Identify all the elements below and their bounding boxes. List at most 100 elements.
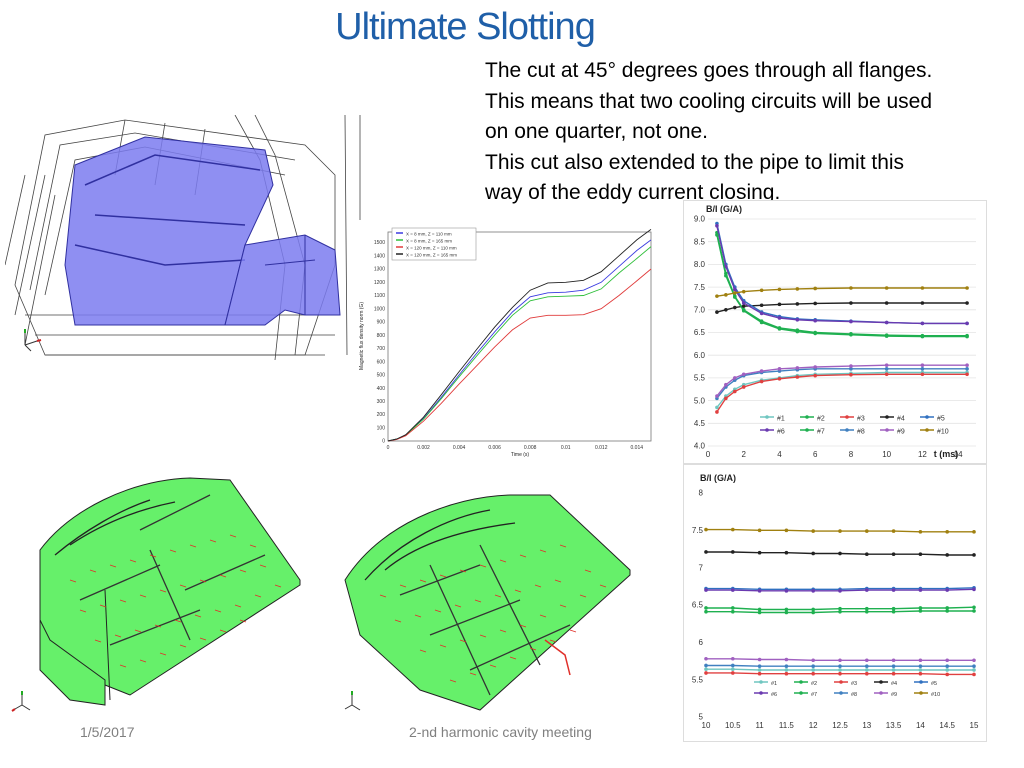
data-point bbox=[731, 656, 735, 661]
data-point bbox=[891, 658, 896, 663]
data-point bbox=[784, 550, 789, 555]
x-tick-label: 10 bbox=[882, 450, 891, 459]
data-point bbox=[918, 671, 923, 676]
y-tick-label: 1300 bbox=[374, 267, 385, 273]
data-point bbox=[865, 588, 869, 592]
data-point bbox=[784, 528, 789, 533]
bi-zoom-chart: 10 10.5 11 11.5 12 12.5 13 13.5 14 14.5 15 5 5.5 6 6.5… bbox=[683, 464, 987, 742]
data-point bbox=[972, 553, 976, 557]
legend-label: #5 bbox=[937, 415, 945, 422]
data-point bbox=[784, 671, 789, 676]
data-point bbox=[715, 310, 719, 314]
legend-marker bbox=[805, 428, 809, 432]
legend-label: #2 bbox=[811, 681, 817, 687]
data-point bbox=[757, 657, 762, 662]
legend-marker bbox=[845, 428, 849, 432]
x-tick-label: 14 bbox=[954, 450, 963, 459]
data-point bbox=[777, 377, 782, 381]
x-tick-label: 12 bbox=[918, 450, 927, 459]
field-arrows bbox=[379, 544, 607, 683]
x-tick-label: 0.006 bbox=[488, 445, 501, 451]
data-point bbox=[849, 372, 853, 377]
data-point bbox=[731, 527, 735, 532]
x-tick-label: 4 bbox=[777, 450, 782, 459]
data-point bbox=[920, 372, 925, 377]
y-tick-label: 8 bbox=[699, 489, 704, 498]
data-point bbox=[733, 291, 737, 295]
data-point bbox=[704, 656, 708, 661]
x-tick-label: 2 bbox=[742, 450, 747, 459]
x-tick-label: 12.5 bbox=[832, 721, 848, 730]
data-point bbox=[849, 364, 853, 368]
data-point bbox=[838, 664, 842, 669]
data-point bbox=[777, 302, 782, 307]
legend-label: #4 bbox=[897, 415, 905, 422]
data-point bbox=[733, 389, 737, 394]
x-tick-label: 0.008 bbox=[524, 445, 537, 451]
data-point bbox=[731, 667, 735, 672]
x-tick-label: 0.012 bbox=[595, 445, 608, 451]
data-point bbox=[759, 303, 764, 308]
data-point bbox=[759, 311, 764, 316]
body-line: way of the eddy current closing. bbox=[485, 181, 781, 204]
data-point bbox=[945, 672, 949, 677]
legend-label: #10 bbox=[931, 692, 940, 698]
x-tick-label: 10 bbox=[702, 721, 711, 730]
data-point bbox=[920, 286, 925, 290]
data-point bbox=[920, 367, 925, 371]
x-tick-label: 0 bbox=[387, 445, 390, 451]
series-line-x8mmz165mm bbox=[387, 246, 652, 442]
data-point bbox=[918, 664, 923, 669]
data-point bbox=[891, 664, 896, 669]
y-tick-label: 5 bbox=[699, 713, 704, 722]
data-point bbox=[731, 550, 735, 554]
data-point bbox=[811, 551, 815, 556]
data-point bbox=[784, 657, 789, 662]
data-point bbox=[891, 609, 896, 614]
data-point bbox=[795, 287, 800, 291]
data-point bbox=[741, 308, 746, 313]
data-point bbox=[757, 671, 762, 676]
legend-marker bbox=[885, 428, 889, 432]
data-point bbox=[724, 396, 728, 401]
y-tick-label: 800 bbox=[377, 333, 386, 339]
data-point bbox=[741, 385, 746, 389]
data-point bbox=[811, 610, 815, 615]
legend-marker bbox=[839, 680, 843, 684]
plot-frame bbox=[387, 231, 652, 442]
legend-marker bbox=[919, 680, 923, 684]
series-line-8 bbox=[716, 368, 968, 399]
data-point bbox=[920, 334, 925, 339]
data-point bbox=[757, 664, 762, 669]
cad-green-field-image-left bbox=[11, 477, 301, 712]
x-tick-label: 14.5 bbox=[939, 721, 955, 730]
series-line-9 bbox=[716, 364, 968, 397]
legend-marker bbox=[839, 691, 843, 695]
y-tick-label: 1200 bbox=[374, 280, 385, 286]
y-tick-label: 6.5 bbox=[692, 601, 704, 610]
legend-label: #6 bbox=[771, 692, 777, 698]
data-point bbox=[715, 233, 719, 237]
data-point bbox=[945, 668, 949, 672]
x-tick-label: 0.014 bbox=[631, 445, 644, 451]
legend-label: #8 bbox=[857, 428, 865, 435]
data-point bbox=[920, 301, 925, 305]
y-tick-label: 1400 bbox=[374, 253, 385, 259]
data-point bbox=[884, 286, 889, 290]
x-tick-label: 15 bbox=[970, 721, 979, 730]
data-point bbox=[704, 663, 708, 668]
y-tick-label: 8.5 bbox=[694, 237, 706, 246]
slide-title: Ultimate Slotting bbox=[335, 6, 596, 48]
legend-marker bbox=[799, 680, 803, 684]
data-point bbox=[965, 367, 969, 371]
data-point bbox=[784, 610, 789, 615]
data-point bbox=[965, 321, 969, 326]
legend-marker bbox=[765, 415, 769, 419]
data-point bbox=[704, 609, 708, 614]
data-point bbox=[972, 609, 976, 613]
legend-label: #8 bbox=[851, 692, 857, 698]
data-point bbox=[918, 606, 923, 610]
bi-time-chart: 0 2 4 6 8 10 12 14 4.0 4.5 5.0 5.5 6.0 6.5 7.0 7.5 8.0 8.… bbox=[683, 200, 987, 464]
data-point bbox=[784, 668, 789, 672]
x-tick-label: 0.002 bbox=[417, 445, 430, 451]
